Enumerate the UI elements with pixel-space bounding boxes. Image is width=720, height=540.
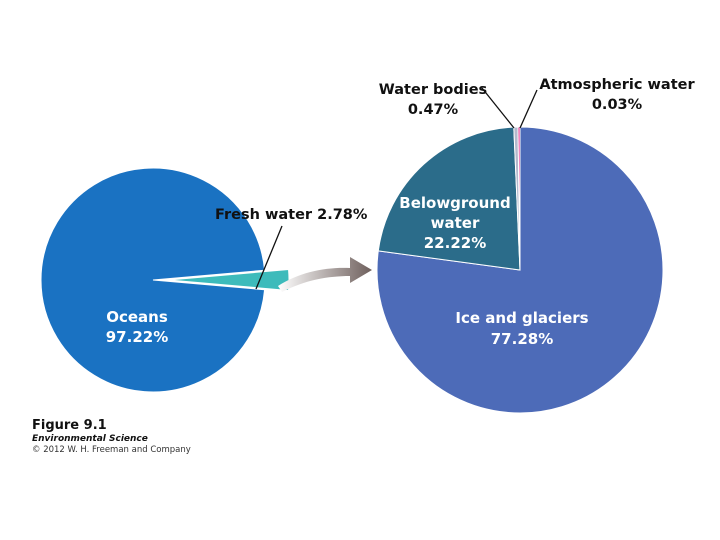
oceans-pie-chart <box>40 167 290 393</box>
atmospheric-water-label: Atmospheric water <box>539 77 695 93</box>
freshwater-pie-chart <box>376 126 664 414</box>
ice-glaciers-value: 77.28% <box>491 330 553 348</box>
fresh-water-leader-line <box>255 225 283 290</box>
water-bodies-value: 0.47% <box>408 102 459 118</box>
figure-caption: Figure 9.1 Environmental Science © 2012 … <box>32 418 191 455</box>
atmospheric-water-value: 0.03% <box>592 97 643 113</box>
belowground-value: 22.22% <box>424 234 486 252</box>
pie-slice-oceans <box>40 167 266 393</box>
pie-slice-belowground-water <box>377 126 521 271</box>
transfer-arrow <box>278 257 372 292</box>
oceans-value: 97.22% <box>106 328 168 346</box>
copyright-notice: © 2012 W. H. Freeman and Company <box>32 445 191 455</box>
ice-glaciers-label: Ice and glaciers <box>455 309 588 327</box>
water-bodies-leader-line <box>481 87 515 129</box>
belowground-label-line1: Belowground <box>399 194 510 212</box>
oceans-label: Oceans <box>106 308 168 326</box>
water-bodies-label: Water bodies <box>379 82 487 98</box>
atmospheric-leader-line <box>519 89 538 129</box>
figure-number: Figure 9.1 <box>32 418 107 433</box>
book-title: Environmental Science <box>32 434 148 444</box>
belowground-label-line2: water <box>431 214 480 232</box>
fresh-water-label: Fresh water 2.78% <box>215 207 368 223</box>
pie-slice-ice-and-glaciers <box>376 126 664 414</box>
